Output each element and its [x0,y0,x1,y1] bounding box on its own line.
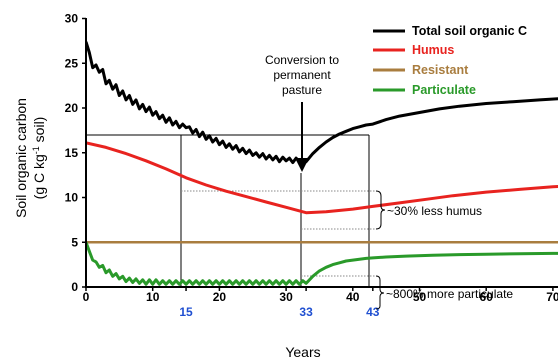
x-tick-label: 70 [546,290,558,304]
legend-label-total: Total soil organic C [412,24,527,38]
x-tick-label: 60 [480,290,494,304]
humus-note: ~30% less humus [387,204,482,218]
conversion-text-2: permanent [273,68,331,82]
series-layer [86,41,558,286]
x-tick-label-highlight: 33 [299,305,313,319]
legend-label-humus: Humus [412,43,454,57]
y-tick-label: 15 [65,146,79,160]
x-tick-label: 20 [213,290,227,304]
humus-bracket-annotation: ~30% less humus [375,190,482,230]
humus-bracket [375,190,386,230]
legend: Total soil organic C Humus Resistant Par… [373,24,527,97]
x-axis-label: Years [285,344,320,359]
y-tick-label: 30 [65,12,79,26]
conversion-arrow-head [295,158,309,172]
x-tick-label: 50 [413,290,427,304]
conversion-annotation: Conversion to permanent pasture [265,53,339,172]
y-tick-label: 20 [65,101,79,115]
conversion-text-3: pasture [282,83,322,97]
y-axis-label-units: (g C kg-1 soil) [31,117,47,200]
particulate-note: ~800% more particulate [386,287,513,301]
x-tick-label: 30 [279,290,293,304]
x-tick-label: 0 [83,290,90,304]
series-line-total-soil-organic-c [86,41,558,165]
y-tick-label: 10 [65,191,79,205]
legend-label-particulate: Particulate [412,83,476,97]
y-tick-label: 0 [71,280,78,294]
x-tick-label: 10 [146,290,160,304]
y-tick-label: 25 [65,56,79,70]
y-ticks: 0 5 10 15 20 25 30 [65,12,86,294]
x-tick-label: 40 [346,290,360,304]
x-tick-label-highlight: 15 [179,305,193,319]
x-tick-label-highlight: 43 [366,305,380,319]
conversion-text-1: Conversion to [265,53,339,67]
series-line-humus [86,141,558,215]
y-axis-label: Soil organic carbon [13,98,29,218]
series-line-particulate [86,241,558,286]
particulate-bracket [375,275,385,310]
y-tick-label: 5 [71,235,78,249]
legend-label-resistant: Resistant [412,63,469,77]
particulate-bracket-annotation: ~800% more particulate [375,275,513,310]
